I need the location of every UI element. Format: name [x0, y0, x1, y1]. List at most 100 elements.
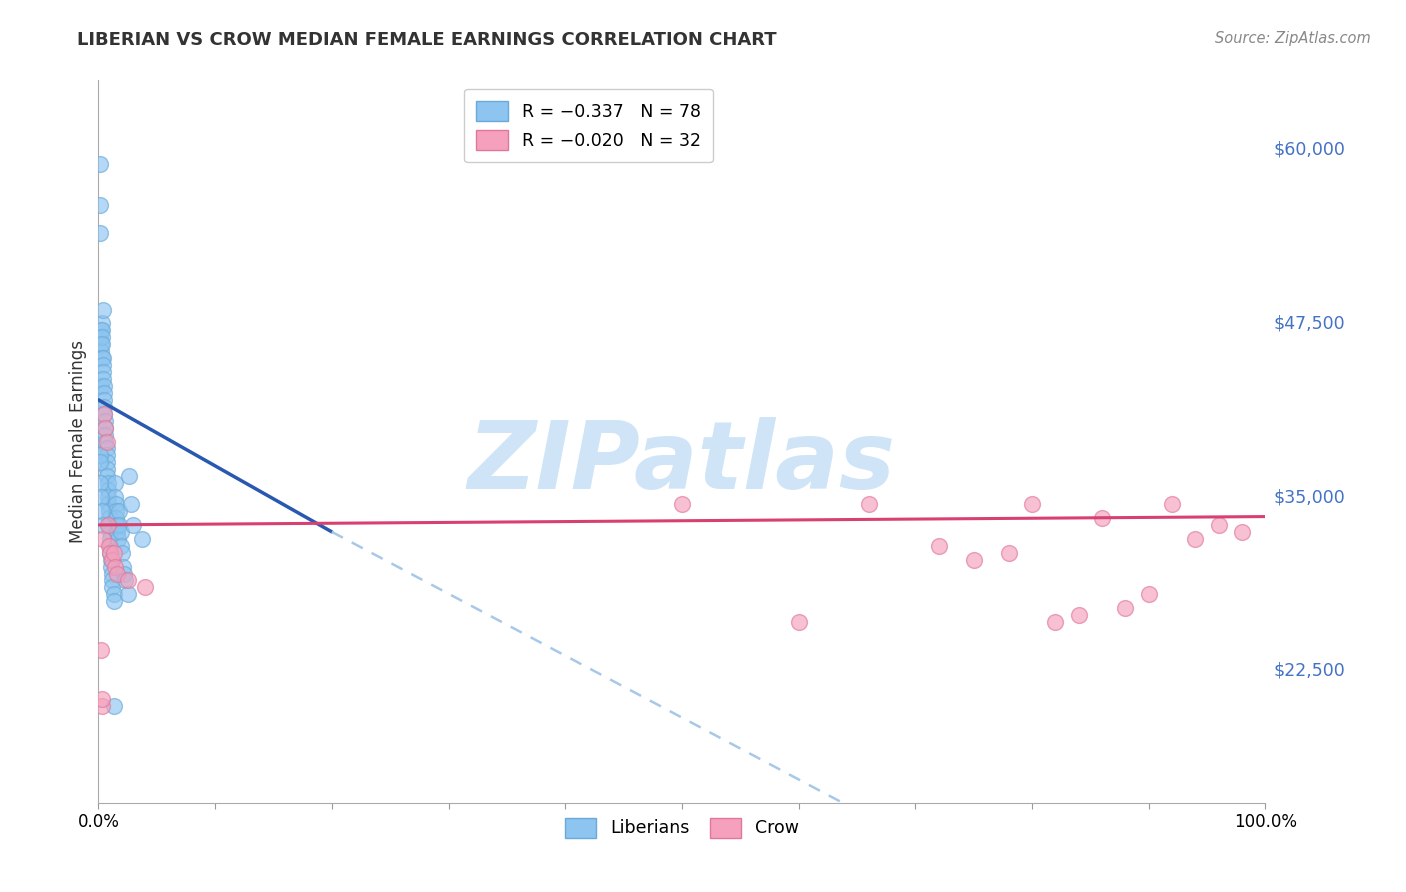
Point: [96, 449, 118, 463]
Point: [97, 497, 120, 511]
Text: $22,500: $22,500: [1274, 662, 1346, 680]
Point: [1091, 511, 1114, 525]
Point: [105, 524, 128, 539]
Point: [108, 504, 131, 518]
Point: [117, 587, 139, 601]
Point: [101, 574, 124, 588]
Point: [94, 434, 117, 449]
Point: [98, 524, 121, 539]
Point: [1161, 497, 1184, 511]
Point: [98, 532, 121, 546]
Point: [104, 490, 127, 504]
Point: [112, 566, 135, 581]
Point: [93, 392, 115, 407]
Point: [90, 351, 112, 366]
Point: [94, 420, 117, 434]
Point: [90, 337, 112, 351]
Point: [97, 517, 120, 532]
Point: [96, 455, 118, 469]
Point: [98, 546, 121, 560]
Point: [104, 559, 127, 574]
Point: [94, 414, 117, 428]
Point: [100, 559, 122, 574]
Point: [117, 574, 139, 588]
Point: [89, 198, 111, 212]
Point: [90, 337, 112, 351]
Point: [90, 643, 112, 657]
Point: [93, 400, 115, 414]
Point: [91, 517, 114, 532]
Point: [107, 532, 129, 546]
Point: [787, 615, 810, 630]
Point: [96, 462, 118, 476]
Point: [104, 497, 127, 511]
Point: [671, 497, 693, 511]
Point: [1045, 615, 1067, 630]
Point: [91, 365, 114, 379]
Point: [91, 372, 114, 386]
Point: [104, 476, 127, 491]
Point: [91, 302, 114, 317]
Point: [90, 504, 112, 518]
Point: [93, 407, 115, 421]
Point: [97, 511, 120, 525]
Point: [108, 517, 131, 532]
Point: [97, 517, 120, 532]
Point: [97, 539, 120, 553]
Point: [858, 497, 880, 511]
Point: [90, 323, 112, 337]
Point: [94, 427, 117, 442]
Text: Source: ZipAtlas.com: Source: ZipAtlas.com: [1215, 31, 1371, 46]
Point: [96, 442, 118, 456]
Point: [90, 317, 112, 331]
Point: [90, 330, 112, 344]
Point: [1230, 524, 1253, 539]
Point: [111, 546, 134, 560]
Legend: Liberians, Crow: Liberians, Crow: [558, 811, 806, 845]
Point: [89, 156, 111, 170]
Point: [94, 420, 117, 434]
Point: [91, 532, 114, 546]
Point: [100, 552, 122, 566]
Text: $60,000: $60,000: [1274, 141, 1346, 159]
Point: [97, 490, 120, 504]
Point: [1137, 587, 1160, 601]
Point: [93, 379, 115, 393]
Point: [114, 574, 136, 588]
Point: [103, 594, 125, 608]
Point: [101, 581, 124, 595]
Point: [90, 344, 112, 359]
Point: [89, 476, 111, 491]
Point: [962, 552, 984, 566]
Point: [105, 517, 128, 532]
Point: [96, 469, 118, 483]
Point: [98, 546, 121, 560]
Text: $47,500: $47,500: [1274, 315, 1346, 333]
Point: [104, 504, 127, 518]
Point: [91, 351, 114, 366]
Point: [97, 504, 120, 518]
Point: [103, 698, 125, 713]
Point: [1208, 517, 1230, 532]
Point: [90, 698, 112, 713]
Point: [118, 469, 141, 483]
Point: [91, 358, 114, 372]
Point: [105, 566, 128, 581]
Point: [134, 581, 156, 595]
Point: [89, 330, 111, 344]
Point: [928, 539, 950, 553]
Point: [98, 539, 121, 553]
Point: [110, 539, 132, 553]
Text: ZIPatlas: ZIPatlas: [468, 417, 896, 509]
Point: [89, 226, 111, 240]
Point: [89, 455, 111, 469]
Point: [90, 490, 112, 504]
Point: [111, 559, 134, 574]
Text: LIBERIAN VS CROW MEDIAN FEMALE EARNINGS CORRELATION CHART: LIBERIAN VS CROW MEDIAN FEMALE EARNINGS …: [77, 31, 778, 49]
Point: [96, 434, 118, 449]
Point: [90, 691, 112, 706]
Point: [93, 385, 115, 400]
Point: [131, 532, 153, 546]
Point: [103, 587, 125, 601]
Point: [1021, 497, 1043, 511]
